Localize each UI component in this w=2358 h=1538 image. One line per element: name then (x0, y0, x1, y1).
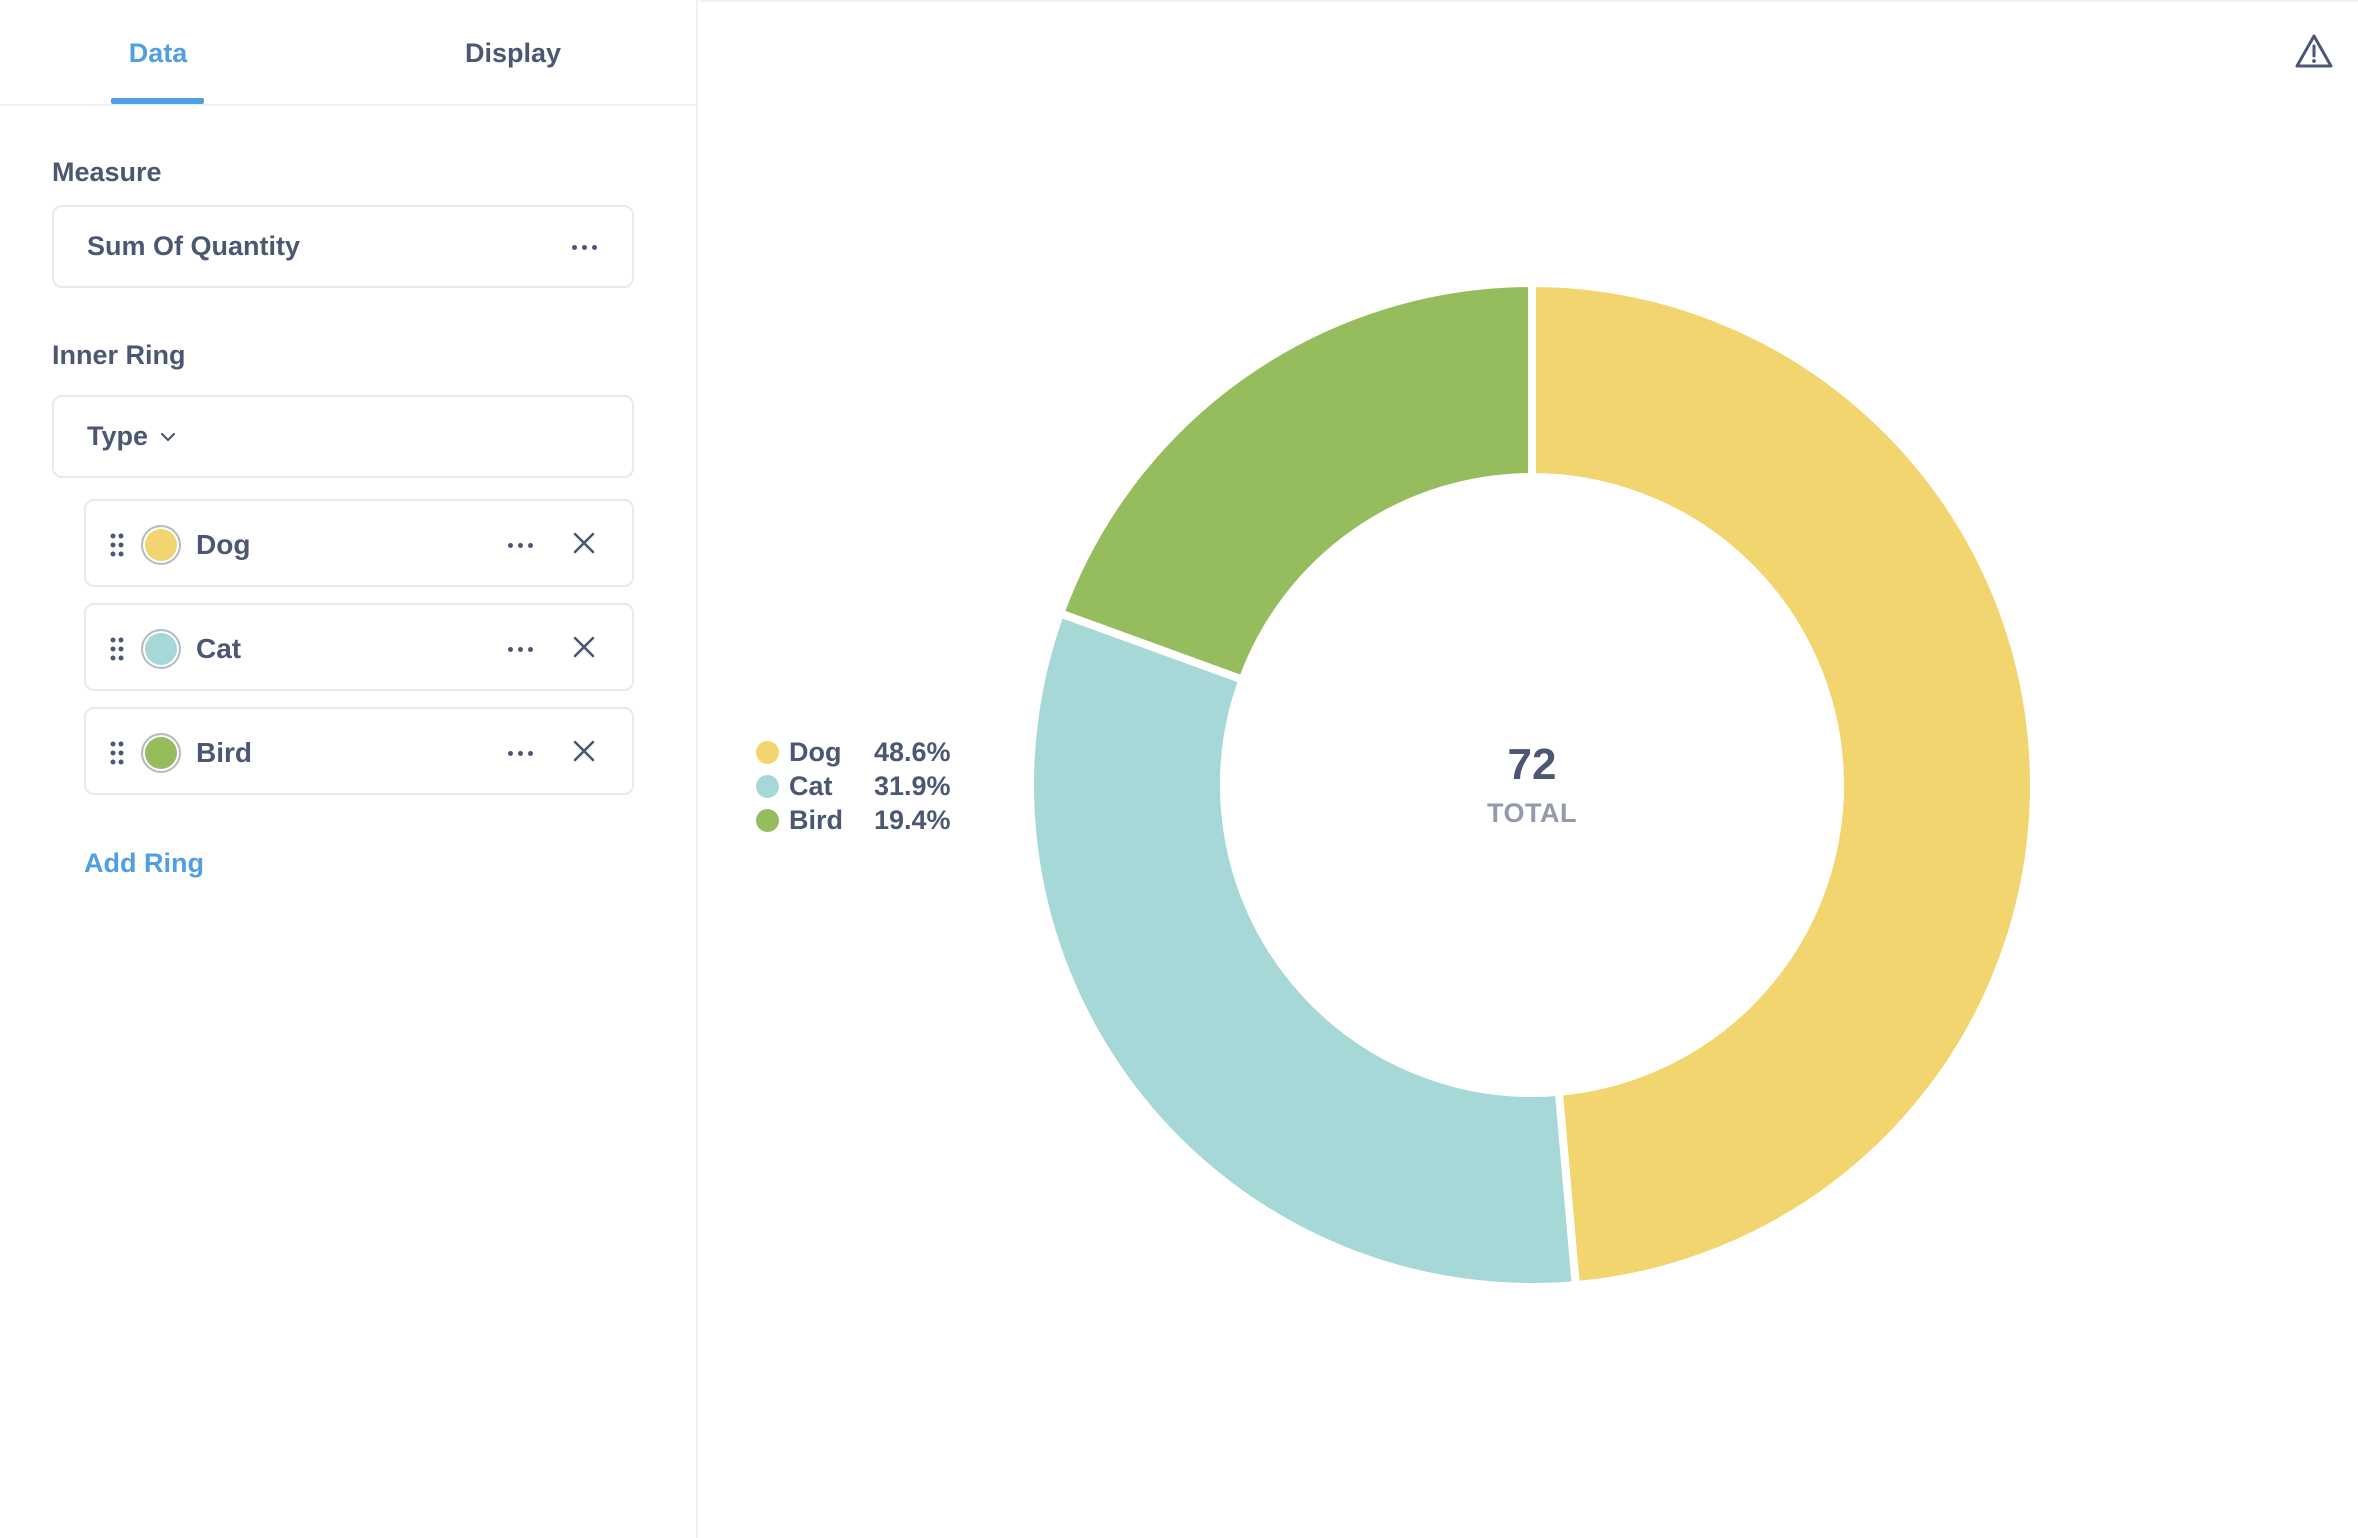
ring-item-bird: Bird (84, 707, 634, 795)
ring-item-label: Bird (196, 737, 252, 768)
measure-label: Measure (52, 157, 162, 187)
chart-panel (700, 0, 2358, 1538)
item-options-icon[interactable] (508, 535, 533, 555)
total-label: TOTAL (1487, 798, 1577, 828)
ring-item-dog: Dog (84, 499, 634, 587)
warning-triangle-icon[interactable] (2294, 33, 2334, 69)
settings-sidebar: Data Display Measure Sum Of Quantity Inn… (0, 0, 698, 1538)
legend-dot (756, 775, 779, 798)
legend-item-bird[interactable]: Bird 19.4% (756, 803, 976, 837)
color-swatch[interactable] (141, 629, 181, 669)
drag-handle-icon[interactable] (110, 637, 124, 661)
donut-slice-bird[interactable] (1055, 278, 1536, 685)
legend-dot (756, 809, 779, 832)
measure-value: Sum Of Quantity (87, 231, 301, 261)
legend-percent: 31.9% (874, 771, 951, 801)
legend-item-cat[interactable]: Cat 31.9% (756, 769, 976, 803)
legend-dot (756, 741, 779, 764)
close-icon[interactable] (572, 531, 596, 555)
item-options-icon[interactable] (508, 639, 533, 659)
donut-slice-dog[interactable] (1528, 278, 2038, 1290)
tab-display[interactable]: Display (464, 37, 562, 68)
chevron-down-icon (160, 432, 176, 441)
legend-percent: 48.6% (874, 737, 951, 767)
chart-legend: Dog 48.6% Cat 31.9% Bird 19.4% (756, 735, 976, 837)
legend-item-dog[interactable]: Dog 48.6% (756, 735, 976, 769)
legend-label: Bird (789, 805, 843, 835)
add-ring-button[interactable]: Add Ring (84, 848, 204, 878)
ring-item-cat: Cat (84, 603, 634, 691)
inner-ring-label: Inner Ring (52, 340, 186, 370)
dimension-select[interactable]: Type (52, 395, 634, 478)
color-swatch[interactable] (141, 525, 181, 565)
active-tab-indicator (111, 98, 204, 104)
measure-options-icon[interactable] (572, 237, 597, 257)
tab-bar: Data Display (0, 0, 696, 106)
drag-handle-icon[interactable] (110, 533, 124, 557)
close-icon[interactable] (572, 739, 596, 763)
ring-item-label: Cat (196, 633, 242, 664)
measure-select[interactable]: Sum Of Quantity (52, 205, 634, 288)
legend-label: Dog (789, 737, 842, 767)
total-value: 72 (1507, 740, 1557, 789)
legend-label: Cat (789, 771, 833, 801)
close-icon[interactable] (572, 635, 596, 659)
dimension-value: Type (87, 421, 149, 451)
ring-item-label: Dog (196, 529, 251, 560)
color-swatch[interactable] (141, 733, 181, 773)
legend-percent: 19.4% (874, 805, 951, 835)
drag-handle-icon[interactable] (110, 741, 124, 765)
donut-slice-cat[interactable] (1026, 608, 1581, 1291)
item-options-icon[interactable] (508, 743, 533, 763)
tab-data[interactable]: Data (128, 37, 188, 68)
